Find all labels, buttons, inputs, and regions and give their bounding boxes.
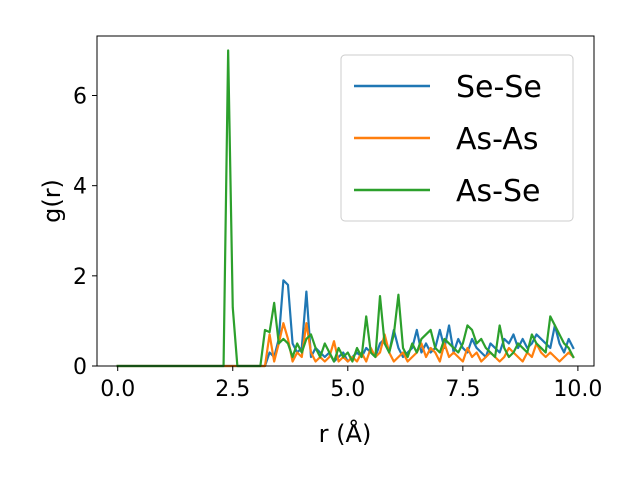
series-line-se-se	[116, 279, 575, 368]
x-axis-ticks: 0.0 2.5 5.0 7.5 10.0	[100, 366, 602, 402]
plot-frame	[96, 35, 595, 367]
legend: Se-Se As-As As-Se	[340, 54, 574, 222]
y-tick-label: 6	[73, 85, 87, 110]
y-axis-ticks: 0 2 4 6	[73, 85, 97, 380]
x-tick-label: 7.5	[445, 377, 480, 402]
legend-label-as-as: As-As	[456, 122, 538, 157]
y-tick-label: 2	[73, 265, 87, 290]
x-tick-label: 0.0	[100, 377, 135, 402]
legend-frame	[340, 54, 574, 222]
y-tick-label: 4	[73, 175, 87, 200]
x-axis-label: r (Å)	[319, 419, 372, 448]
x-tick-label: 10.0	[553, 377, 602, 402]
x-tick-label: 2.5	[215, 377, 250, 402]
y-tick-label: 0	[73, 355, 87, 380]
series-line-as-as	[116, 322, 575, 368]
legend-label-se-se: Se-Se	[456, 70, 542, 105]
y-axis-label: g(r)	[38, 179, 66, 223]
legend-label-as-se: As-Se	[456, 174, 540, 209]
x-tick-label: 5.0	[330, 377, 365, 402]
